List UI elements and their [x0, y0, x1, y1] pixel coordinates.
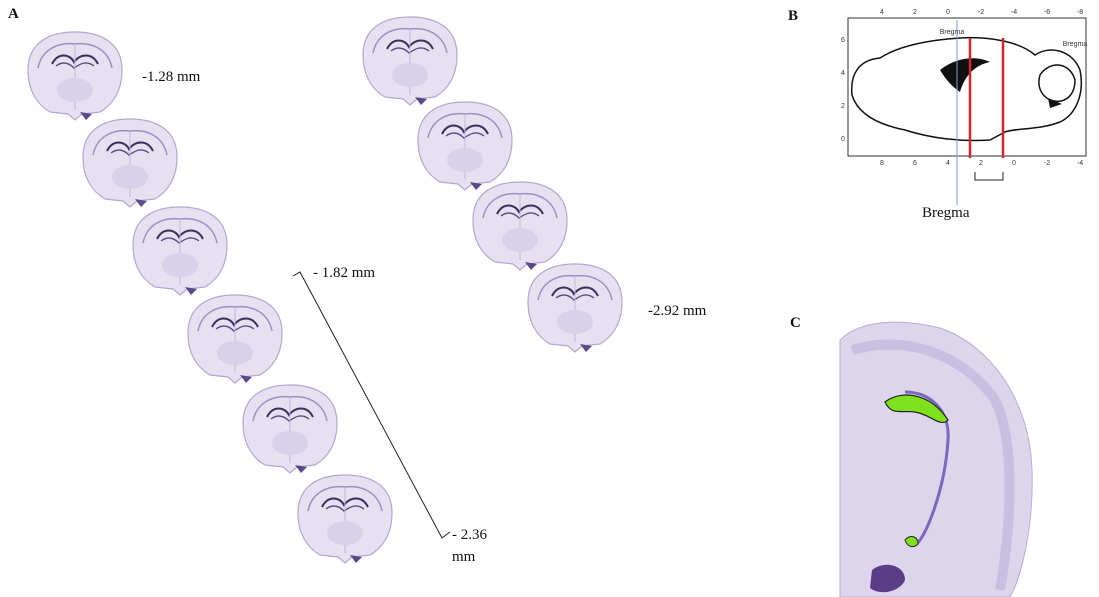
panel-label: A [8, 6, 19, 23]
brain-section [83, 119, 177, 207]
atlas-tick-label: 2 [979, 160, 983, 167]
atlas-tick-label: -2 [1044, 160, 1050, 167]
brain-section [188, 295, 282, 383]
figure-graphics: 4 2 0 -2 -4 -6 -8 8 6 4 2 0 -2 -4 6 4 2 0 Bregma Bregma [0, 0, 1099, 597]
panel-label: C [790, 315, 801, 332]
sagittal-atlas [848, 18, 1086, 205]
atlas-tick-label: 8 [880, 160, 884, 167]
section-label: - 2.36 mm [452, 524, 498, 568]
atlas-tick-label: 4 [880, 9, 884, 16]
atlas-tick-label: -4 [1077, 160, 1083, 167]
hippocampus-section [840, 300, 1040, 597]
atlas-tick-label: 6 [841, 37, 845, 44]
atlas-tick-label: -6 [1044, 9, 1050, 16]
brain-section [243, 385, 337, 473]
brain-section [363, 17, 457, 105]
atlas-tick-label: 0 [946, 9, 950, 16]
atlas-tick-label: 0 [841, 136, 845, 143]
atlas-tick-label: 2 [913, 9, 917, 16]
atlas-tick-label: Bregma [940, 29, 965, 36]
section-label: -1.28 mm [142, 66, 200, 88]
atlas-tick-label: 6 [913, 160, 917, 167]
brain-section [473, 182, 567, 270]
section-label: - 1.82 mm [313, 262, 375, 284]
section-label: -2.92 mm [648, 300, 706, 322]
atlas-caption: Bregma [922, 202, 969, 224]
brain-section [528, 264, 622, 352]
atlas-tick-label: -2 [978, 9, 984, 16]
atlas-tick-label: 0 [1012, 160, 1016, 167]
atlas-tick-label: 4 [841, 70, 845, 77]
brain-section [298, 475, 392, 563]
brain-section [28, 32, 122, 120]
atlas-tick-label: 2 [841, 103, 845, 110]
brain-section [418, 102, 512, 190]
coronal-sections [28, 17, 622, 563]
figure: 4 2 0 -2 -4 -6 -8 8 6 4 2 0 -2 -4 6 4 2 0 Bregma Bregma A B… [0, 0, 1099, 597]
brain-section [133, 207, 227, 295]
atlas-tick-label: Bregma [1063, 41, 1088, 48]
atlas-tick-label: 4 [946, 160, 950, 167]
atlas-tick-label: -8 [1077, 9, 1083, 16]
atlas-tick-label: -4 [1011, 9, 1017, 16]
panel-label: B [788, 8, 798, 25]
